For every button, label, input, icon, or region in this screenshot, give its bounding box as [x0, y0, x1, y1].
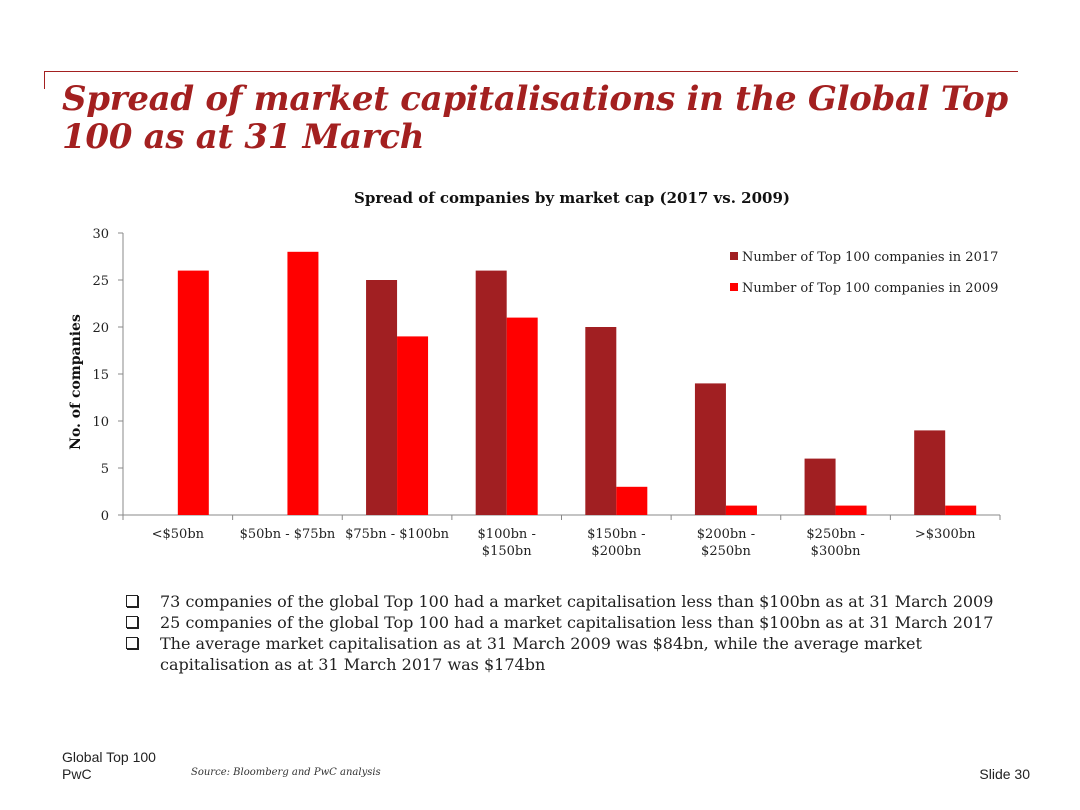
x-category-label: $250bn - [806, 527, 864, 542]
footer-label: Global Top 100 PwC [62, 749, 156, 783]
bar-2009 [945, 505, 977, 515]
slide-number: Slide 30 [979, 766, 1030, 782]
x-category-label: <$50bn [152, 527, 205, 542]
bar-2017 [694, 383, 726, 515]
chart-title: Spread of companies by market cap (2017 … [354, 189, 790, 207]
slide-title: Spread of market capitalisations in the … [62, 79, 1008, 157]
checkbox-bullet-icon [126, 616, 138, 628]
bar-2009 [397, 336, 429, 515]
x-category-label: >$300bn [915, 527, 976, 542]
legend-label: Number of Top 100 companies in 2009 [742, 281, 998, 296]
bar-2009 [616, 486, 648, 515]
x-category-label: $150bn [482, 544, 532, 559]
header-rule-tick [44, 71, 45, 89]
y-tick-label: 0 [101, 509, 109, 524]
x-category-label: $75bn - $100bn [345, 527, 450, 542]
bar-2017 [366, 280, 398, 515]
bar-2017 [804, 458, 836, 515]
bullet-item: 25 companies of the global Top 100 had a… [126, 612, 1026, 633]
y-axis-label: No. of companies [68, 314, 84, 450]
footer-company: PwC [62, 766, 92, 782]
header-rule [44, 71, 1018, 72]
bar-2017 [914, 430, 946, 515]
bar-2017 [585, 327, 617, 515]
bar-2009 [177, 270, 209, 515]
legend-swatch [730, 252, 738, 260]
bullet-text: 73 companies of the global Top 100 had a… [160, 592, 994, 611]
x-category-label: $300bn [811, 544, 861, 559]
y-tick-label: 30 [92, 227, 109, 242]
bullet-text: 25 companies of the global Top 100 had a… [160, 613, 994, 632]
checkbox-bullet-icon [126, 637, 138, 649]
x-category-label: $200bn - [697, 527, 755, 542]
bullet-item: The average market capitalisation as at … [126, 633, 1026, 675]
bar-chart: Spread of companies by market cap (2017 … [68, 189, 1001, 559]
y-tick-label: 25 [92, 274, 109, 289]
bar-2009 [835, 505, 867, 515]
bullet-text: The average market capitalisation as at … [160, 634, 922, 674]
x-category-label: $50bn - $75bn [240, 527, 336, 542]
bar-2009 [725, 505, 757, 515]
bullet-list: 73 companies of the global Top 100 had a… [126, 591, 1026, 675]
x-category-label: $200bn [591, 544, 641, 559]
y-tick-label: 10 [92, 415, 109, 430]
y-tick-label: 15 [92, 368, 109, 383]
footer-report-name: Global Top 100 [62, 749, 156, 765]
legend-swatch [730, 283, 738, 291]
bar-2009 [506, 317, 538, 515]
y-tick-label: 5 [101, 462, 109, 477]
legend-label: Number of Top 100 companies in 2017 [742, 250, 998, 265]
x-category-label: $150bn - [587, 527, 645, 542]
bar-2017 [475, 270, 507, 515]
y-tick-label: 20 [92, 321, 109, 336]
bullet-item: 73 companies of the global Top 100 had a… [126, 591, 1026, 612]
checkbox-bullet-icon [126, 595, 138, 607]
x-category-label: $100bn - [478, 527, 536, 542]
x-category-label: $250bn [701, 544, 751, 559]
bar-2009 [287, 251, 319, 516]
source-note: Source: Bloomberg and PwC analysis [191, 767, 381, 778]
